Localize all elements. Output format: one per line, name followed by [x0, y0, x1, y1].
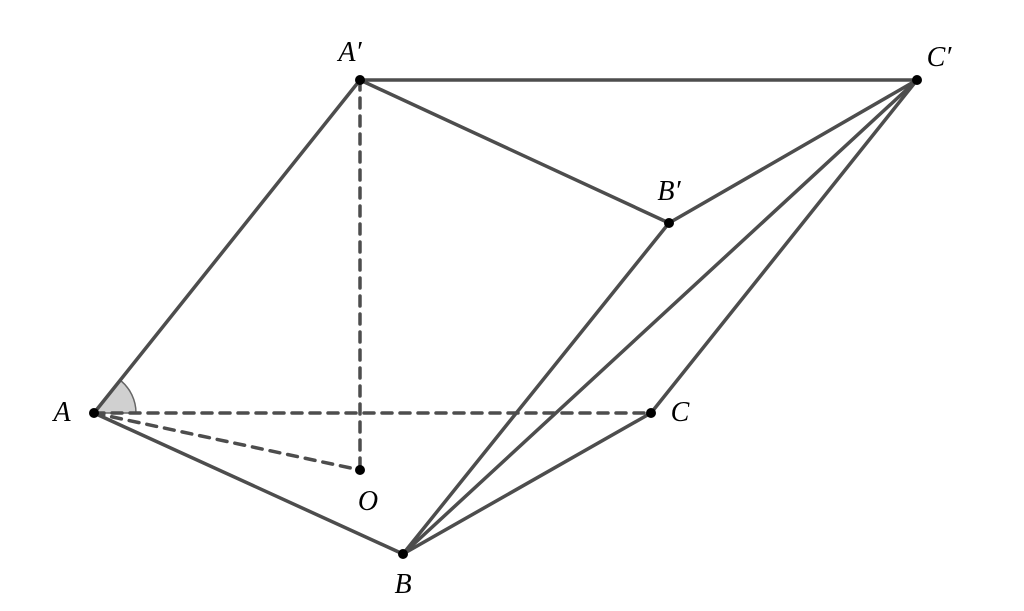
- label-B: B: [394, 569, 411, 601]
- label-C: C: [671, 397, 690, 429]
- label-Cprime: C′: [927, 42, 952, 74]
- label-Bprime: B′: [657, 176, 680, 208]
- label-Aprime: A′: [338, 37, 361, 69]
- dashed-edges: [94, 80, 651, 470]
- label-A: A: [53, 397, 70, 429]
- geometry-diagram: [0, 0, 1024, 611]
- label-O: O: [358, 486, 378, 518]
- solid-edges: [94, 80, 917, 554]
